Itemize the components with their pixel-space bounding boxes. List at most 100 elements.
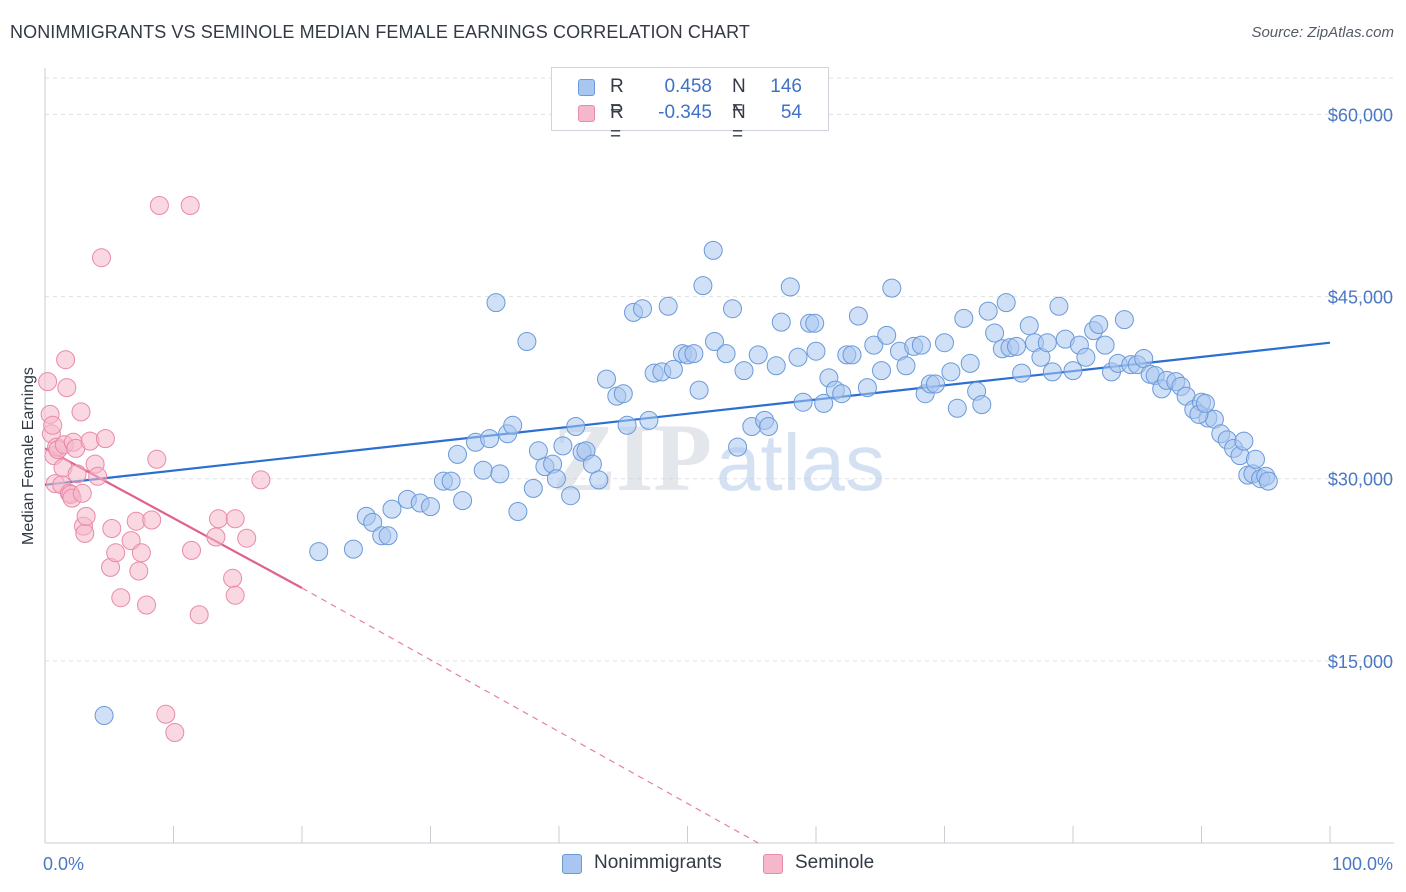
- nonimmigrants-point: [566, 417, 586, 436]
- nonimmigrants-point: [805, 313, 825, 333]
- nonimmigrants-point: [1019, 316, 1039, 336]
- seminole-point: [209, 509, 228, 529]
- x-tick-label: 100.0%: [1332, 854, 1393, 874]
- nonimmigrants-point: [561, 486, 581, 506]
- nonimmigrants-point: [972, 395, 992, 415]
- seminole-point: [142, 510, 162, 530]
- nonimmigrants-point: [748, 345, 768, 365]
- watermark-atlas: atlas: [716, 418, 885, 507]
- seminole-point: [206, 527, 226, 547]
- seminole-point: [106, 543, 126, 563]
- nonimmigrants-point: [1037, 333, 1057, 353]
- seminole-point: [56, 350, 76, 370]
- nonimmigrants-point: [848, 306, 868, 326]
- seminole-point: [131, 543, 151, 563]
- seminole-point: [95, 429, 115, 449]
- nonimmigrants-point: [896, 356, 916, 376]
- seminole-point: [57, 378, 77, 398]
- nonimmigrants-point: [941, 362, 961, 382]
- seminole-point: [189, 605, 209, 625]
- nonimmigrants-point: [877, 325, 897, 345]
- nonimmigrants-point: [911, 335, 931, 355]
- nonimmigrants-point: [528, 441, 548, 461]
- nonimmigrants-point: [1049, 296, 1069, 316]
- nonimmigrants-point: [1089, 315, 1109, 334]
- seminole-point: [92, 248, 111, 268]
- seminole-point: [72, 483, 92, 503]
- series-legend: Nonimmigrants Seminole: [0, 852, 1406, 878]
- nonimmigrants-point: [546, 469, 566, 489]
- nonimmigrants-point: [421, 497, 440, 517]
- seminole-point: [251, 470, 271, 490]
- seminole-point: [149, 196, 169, 215]
- nonimmigrants-point: [480, 429, 500, 449]
- legend-r-value: 0.458: [664, 76, 712, 97]
- nonimmigrants-point: [723, 299, 742, 319]
- nonimmigrants-point: [617, 415, 637, 435]
- nonimmigrants-point: [872, 361, 891, 381]
- nonimmigrants-point: [553, 436, 573, 456]
- nonimmigrants-point: [613, 384, 633, 404]
- chart-title: NONIMMIGRANTS VS SEMINOLE MEDIAN FEMALE …: [10, 22, 751, 42]
- y-tick-label: $30,000: [1328, 470, 1393, 490]
- legend-r-value: -0.345: [658, 102, 712, 123]
- seminole-point: [38, 372, 58, 392]
- nonimmigrants-point: [382, 499, 402, 519]
- legend-r-label: R =: [610, 76, 624, 119]
- seminole-point: [225, 585, 245, 605]
- seminole-point: [76, 506, 96, 526]
- nonimmigrants-point: [1076, 347, 1096, 367]
- nonimmigrants-point: [689, 380, 709, 400]
- nonimmigrants-point: [1007, 336, 1026, 356]
- nonimmigrants-point: [832, 384, 852, 404]
- legend-swatch-blue: [578, 79, 595, 96]
- nonimmigrants-point: [639, 410, 659, 430]
- seminole-point: [182, 540, 201, 560]
- nonimmigrants-point: [814, 393, 834, 413]
- nonimmigrants-point: [1234, 431, 1254, 451]
- nonimmigrants-point: [759, 417, 778, 436]
- nonimmigrants-point: [453, 491, 473, 511]
- seminole-point: [225, 509, 245, 529]
- nonimmigrants-point: [633, 299, 652, 319]
- legend-n-value: 146: [770, 76, 802, 97]
- nonimmigrants-point: [508, 502, 528, 521]
- nonimmigrants-point: [597, 369, 616, 389]
- legend-swatch-pink: [763, 854, 783, 874]
- nonimmigrants-point: [94, 706, 114, 725]
- seminole-point: [88, 466, 108, 486]
- correlation-legend: R = 0.458 N = 146 R = -0.345 N = 54: [551, 67, 829, 145]
- nonimmigrants-point: [503, 415, 523, 435]
- seminole-point: [111, 588, 131, 608]
- nonimmigrants-point: [1063, 361, 1083, 381]
- nonimmigrants-point: [1258, 471, 1278, 491]
- nonimmigrants-point: [954, 308, 974, 328]
- legend-label-seminole: Seminole: [795, 852, 875, 873]
- nonimmigrants-point: [523, 478, 543, 498]
- seminole-point: [223, 568, 243, 588]
- legend-n-label: N =: [732, 102, 746, 145]
- nonimmigrants-point: [780, 277, 800, 297]
- seminole-point: [43, 415, 63, 435]
- nonimmigrants-point: [788, 347, 808, 367]
- nonimmigrants-point: [1042, 362, 1062, 382]
- seminole-point: [137, 595, 156, 615]
- nonimmigrants-point: [1134, 349, 1154, 368]
- legend-swatch-pink: [578, 105, 595, 122]
- nonimmigrants-point: [985, 323, 1005, 343]
- tick-labels: $15,000 $30,000 $45,000 $60,000 0.0% 100.0%: [43, 105, 1393, 874]
- seminole-point: [180, 196, 200, 215]
- legend-n-label: N =: [732, 76, 746, 119]
- seminole-point: [237, 528, 257, 548]
- legend-n-value: 54: [780, 102, 802, 123]
- seminole-trend-extension: [301, 587, 759, 844]
- nonimmigrants-point: [486, 293, 506, 313]
- nonimmigrants-point: [947, 398, 967, 418]
- nonimmigrants-point: [1012, 363, 1032, 383]
- nonimmigrants-point: [517, 332, 537, 351]
- nonimmigrants-point: [935, 333, 954, 353]
- source-label: Source: ZipAtlas.com: [1251, 24, 1394, 41]
- nonimmigrants-point: [857, 378, 877, 398]
- nonimmigrants-point: [441, 471, 461, 491]
- nonimmigrants-point: [1114, 310, 1134, 330]
